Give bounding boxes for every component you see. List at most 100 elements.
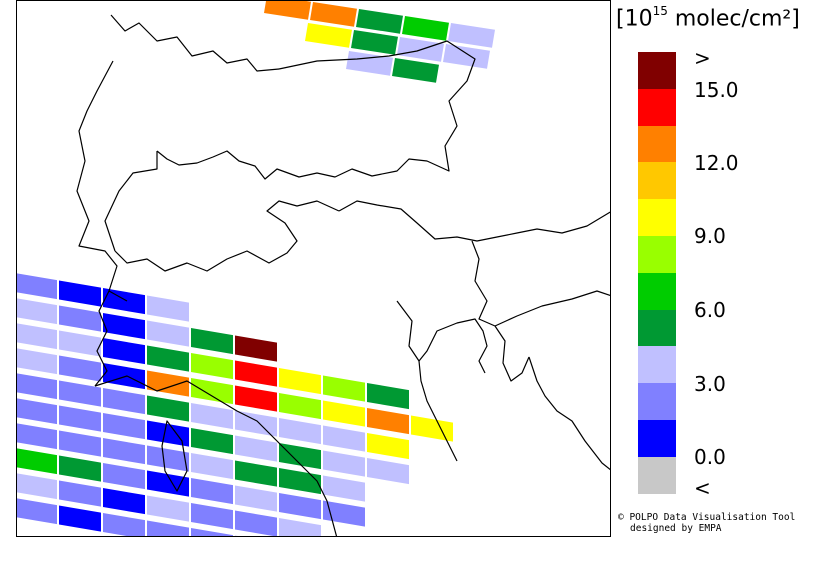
coastline-ligurian xyxy=(94,375,338,536)
satellite-pixel xyxy=(235,360,277,387)
satellite-pixel xyxy=(147,520,189,536)
satellite-pixel xyxy=(305,23,352,48)
border-italy-france-west xyxy=(94,290,110,387)
satellite-pixel xyxy=(147,345,189,372)
satellite-pixel xyxy=(17,398,57,425)
satellite-pixel xyxy=(191,328,233,355)
legend-swatch xyxy=(638,309,676,347)
legend-swatch xyxy=(638,419,676,457)
legend-swatch xyxy=(638,125,676,163)
satellite-pixel xyxy=(279,518,321,536)
legend-tick-label: 15.0 xyxy=(694,78,739,102)
legend-swatch xyxy=(638,199,676,236)
satellite-pixel xyxy=(448,23,495,48)
legend-swatch xyxy=(638,383,676,420)
legend-tick-label: 12.0 xyxy=(694,151,739,175)
satellite-pixel xyxy=(103,463,145,490)
border-germany-austria xyxy=(156,40,476,180)
satellite-pixel xyxy=(191,503,233,530)
satellite-pixel xyxy=(59,330,101,357)
satellite-pixel xyxy=(443,44,490,69)
satellite-pixel xyxy=(279,393,321,420)
border-switzerland-south xyxy=(114,200,340,272)
satellite-pixel xyxy=(103,388,145,415)
satellite-pixel xyxy=(103,288,145,315)
satellite-pixel xyxy=(17,273,57,300)
coastline-adriatic-north xyxy=(396,300,488,374)
satellite-pixel xyxy=(17,448,57,475)
border-france-switzerland xyxy=(76,60,128,302)
satellite-pixel xyxy=(103,363,145,390)
satellite-pixel xyxy=(279,418,321,445)
satellite-pixel xyxy=(279,493,321,520)
satellite-pixel xyxy=(103,338,145,365)
coastline-istria xyxy=(494,325,530,382)
satellite-pixel xyxy=(367,433,409,460)
satellite-pixel xyxy=(59,355,101,382)
satellite-pixel xyxy=(235,410,277,437)
satellite-pixel xyxy=(147,420,189,447)
satellite-pixel xyxy=(103,438,145,465)
satellite-pixel xyxy=(411,415,453,442)
legend-color-bar xyxy=(638,52,676,494)
satellite-pixel xyxy=(323,375,365,402)
border-italy-slovenia xyxy=(471,240,496,327)
satellite-pixel xyxy=(103,313,145,340)
legend-tick-label: 0.0 xyxy=(694,445,726,469)
unit-suffix: molec/cm²] xyxy=(667,6,800,32)
satellite-pixel xyxy=(323,500,365,527)
legend-swatch xyxy=(638,456,676,494)
credit-text: © POLPO Data Visualisation Tool designed… xyxy=(618,512,795,534)
satellite-pixel xyxy=(191,528,233,536)
satellite-pixel xyxy=(103,513,145,536)
satellite-pixel xyxy=(17,423,57,450)
satellite-pixel xyxy=(17,348,57,375)
legend-tick-label: 9.0 xyxy=(694,224,726,248)
coastline-croatia xyxy=(528,356,610,471)
satellite-pixel xyxy=(235,535,238,536)
satellite-pixel xyxy=(235,385,277,412)
satellite-pixel xyxy=(17,473,57,500)
satellite-pixel xyxy=(147,370,189,397)
satellite-pixel xyxy=(235,510,277,536)
satellite-pixel xyxy=(191,353,233,380)
unit-prefix: [10 xyxy=(616,6,653,32)
satellite-pixel xyxy=(323,450,365,477)
satellite-pixel xyxy=(264,1,311,20)
satellite-pixel xyxy=(59,280,101,307)
satellite-pixel xyxy=(235,485,277,512)
border-germany-switzerland xyxy=(104,151,158,252)
satellite-pixel xyxy=(147,470,189,497)
satellite-pixel xyxy=(235,335,277,362)
satellite-pixel xyxy=(402,16,449,41)
legend-tick-label: 3.0 xyxy=(694,372,726,396)
satellite-pixel xyxy=(279,468,321,495)
satellite-pixel xyxy=(59,305,101,332)
credit-line-1: © POLPO Data Visualisation Tool xyxy=(618,512,796,523)
credit-line-2: designed by EMPA xyxy=(630,523,722,534)
legend-swatch xyxy=(638,235,676,273)
border-slovenia-croatia xyxy=(494,290,610,327)
legend-swatch xyxy=(638,162,676,200)
satellite-pixel xyxy=(17,323,57,350)
satellite-pixel xyxy=(367,458,409,485)
legend-swatch xyxy=(638,52,676,89)
map-canvas xyxy=(17,1,610,536)
satellite-pixel xyxy=(147,395,189,422)
satellite-pixel xyxy=(351,30,398,55)
legend-swatch xyxy=(638,346,676,384)
satellite-pixel xyxy=(17,298,57,325)
satellite-pixel xyxy=(103,413,145,440)
satellite-pixel xyxy=(147,495,189,522)
legend-unit-label: [1015 molec/cm²] xyxy=(616,4,811,32)
satellite-pixel xyxy=(367,408,409,435)
legend-swatch xyxy=(638,88,676,126)
satellite-pixel xyxy=(147,320,189,347)
satellite-pixel xyxy=(59,405,101,432)
satellite-pixel xyxy=(279,368,321,395)
legend-tick-label: 6.0 xyxy=(694,298,726,322)
map-panel[interactable] xyxy=(16,0,611,537)
satellite-pixel xyxy=(346,51,393,76)
satellite-pixel xyxy=(367,383,409,410)
satellite-pixel xyxy=(191,478,233,505)
